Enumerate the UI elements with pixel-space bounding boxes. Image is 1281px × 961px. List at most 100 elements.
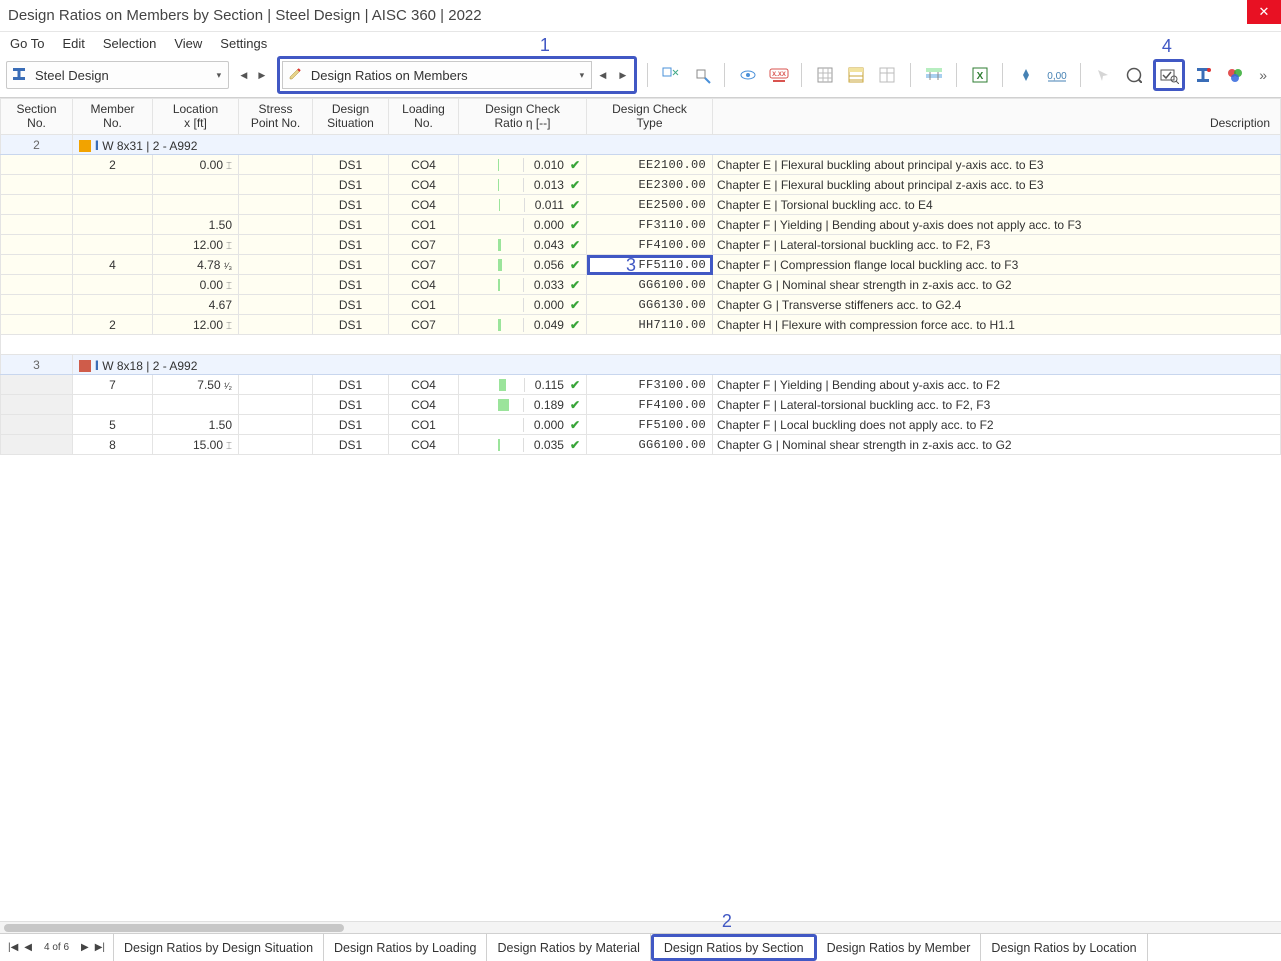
page-last-icon[interactable]: ▶|: [95, 942, 105, 953]
row-member: 8: [73, 435, 153, 455]
data-row[interactable]: 51.50DS1CO10.000✔FF5100.00Chapter F | Lo…: [1, 415, 1281, 435]
decimal-icon[interactable]: 0,00: [1044, 62, 1069, 88]
zoom-icon[interactable]: [658, 62, 683, 88]
row-description: Chapter F | Yielding | Bending about y-a…: [713, 215, 1281, 235]
col-ds[interactable]: DesignSituation: [313, 99, 389, 135]
zoom-prev-icon[interactable]: [689, 62, 714, 88]
xxx-icon[interactable]: X.XX: [766, 62, 791, 88]
tab-section[interactable]: 2 Design Ratios by Section: [651, 934, 817, 961]
scrollbar-thumb[interactable]: [4, 924, 344, 932]
row-ratio: 0.056✔: [459, 255, 587, 275]
col-desc[interactable]: Description: [713, 99, 1281, 135]
help-icon[interactable]: [1122, 62, 1147, 88]
row-description: Chapter F | Local buckling does not appl…: [713, 415, 1281, 435]
row-dct: HH7110.00: [587, 315, 713, 335]
excel-icon[interactable]: X: [967, 62, 992, 88]
row-ratio: 0.033✔: [459, 275, 587, 295]
menu-selection[interactable]: Selection: [103, 36, 156, 51]
data-row[interactable]: 44.78 ¹⁄₃DS1CO70.056✔FF5110.00Chapter F …: [1, 255, 1281, 275]
nav-next-icon[interactable]: ▶: [614, 62, 632, 88]
horizontal-scrollbar[interactable]: [0, 921, 1281, 933]
tab-location[interactable]: Design Ratios by Location: [981, 934, 1147, 961]
tab-loading[interactable]: Design Ratios by Loading: [324, 934, 487, 961]
col-section[interactable]: SectionNo.: [1, 99, 73, 135]
row-section: [1, 235, 73, 255]
grid1-icon[interactable]: [812, 62, 837, 88]
row-member: [73, 275, 153, 295]
grid3-icon[interactable]: [875, 62, 900, 88]
toolbar-overflow[interactable]: »: [1259, 67, 1275, 83]
data-row[interactable]: 4.67DS1CO10.000✔GG6130.00Chapter G | Tra…: [1, 295, 1281, 315]
cursor-icon[interactable]: [1091, 62, 1116, 88]
row-stress: [239, 215, 313, 235]
col-location[interactable]: Locationx [ft]: [153, 99, 239, 135]
pin-icon[interactable]: [1013, 62, 1038, 88]
row-ratio: 0.115✔: [459, 375, 587, 395]
row-description: Chapter F | Lateral-torsional buckling a…: [713, 235, 1281, 255]
row-location: 0.00⌶: [153, 275, 239, 295]
pencil-icon: [287, 66, 303, 85]
row-stress: [239, 235, 313, 255]
grid2-icon[interactable]: [844, 62, 869, 88]
menu-view[interactable]: View: [174, 36, 202, 51]
row-stress: [239, 375, 313, 395]
separator: [1080, 63, 1081, 87]
rgb-icon[interactable]: [1222, 62, 1247, 88]
page-first-icon[interactable]: |◀: [8, 942, 18, 953]
data-row[interactable]: 12.00⌶DS1CO70.043✔FF4100.00Chapter F | L…: [1, 235, 1281, 255]
col-stress[interactable]: StressPoint No.: [239, 99, 313, 135]
section-header-row[interactable]: 2I W 8x31 | 2 - A992: [1, 135, 1281, 155]
row-description: Chapter F | Lateral-torsional buckling a…: [713, 395, 1281, 415]
col-dct[interactable]: Design CheckType: [587, 99, 713, 135]
chevron-down-icon[interactable]: ▾: [573, 62, 591, 88]
annotation-4: 4: [1162, 36, 1172, 57]
combo-navigator[interactable]: Design Ratios on Members ▾: [282, 61, 592, 89]
col-ratio[interactable]: Design CheckRatio η [--]: [459, 99, 587, 135]
row-dct: EE2100.00: [587, 155, 713, 175]
close-button[interactable]: ✕: [1247, 0, 1281, 24]
nav-next-icon[interactable]: ▶: [253, 62, 271, 88]
row-member: 4: [73, 255, 153, 275]
page-next-icon[interactable]: ▶: [81, 942, 89, 953]
row-description: Chapter E | Flexural buckling about prin…: [713, 175, 1281, 195]
data-row[interactable]: DS1CO40.189✔FF4100.00Chapter F | Lateral…: [1, 395, 1281, 415]
section-header-row[interactable]: 3I W 8x18 | 2 - A992: [1, 355, 1281, 375]
tab-design-situation[interactable]: Design Ratios by Design Situation: [114, 934, 324, 961]
row-ratio: 0.035✔: [459, 435, 587, 455]
data-row[interactable]: 20.00⌶DS1CO40.010✔EE2100.00Chapter E | F…: [1, 155, 1281, 175]
data-row[interactable]: 815.00⌶DS1CO40.035✔GG6100.00Chapter G | …: [1, 435, 1281, 455]
row-description: Chapter F | Compression flange local buc…: [713, 255, 1281, 275]
col-member[interactable]: MemberNo.: [73, 99, 153, 135]
ibeam-button-icon[interactable]: [1191, 62, 1216, 88]
annotation-2: 2: [722, 911, 732, 932]
combo-category[interactable]: Steel Design ▾: [6, 61, 229, 89]
menu-settings[interactable]: Settings: [220, 36, 267, 51]
row-section: [1, 275, 73, 295]
eye-icon[interactable]: [735, 62, 760, 88]
check-lens-icon[interactable]: [1156, 62, 1182, 88]
tab-member[interactable]: Design Ratios by Member: [817, 934, 982, 961]
chevron-down-icon[interactable]: ▾: [210, 62, 228, 88]
filter-icon[interactable]: [921, 62, 946, 88]
row-dct: GG6130.00: [587, 295, 713, 315]
menu-goto[interactable]: Go To: [10, 36, 44, 51]
row-ratio: 0.013✔: [459, 175, 587, 195]
tab-material[interactable]: Design Ratios by Material: [487, 934, 650, 961]
row-dct: FF4100.00: [587, 395, 713, 415]
row-ds: DS1: [313, 295, 389, 315]
data-row[interactable]: 212.00⌶DS1CO70.049✔HH7110.00Chapter H | …: [1, 315, 1281, 335]
data-row[interactable]: 77.50 ¹⁄₂DS1CO40.115✔FF3100.00Chapter F …: [1, 375, 1281, 395]
page-label: 4 of 6: [38, 942, 75, 953]
page-prev-icon[interactable]: ◀: [24, 942, 32, 953]
nav-prev-icon[interactable]: ◀: [235, 62, 253, 88]
col-loading[interactable]: LoadingNo.: [389, 99, 459, 135]
row-member: 7: [73, 375, 153, 395]
row-dct: FF4100.00: [587, 235, 713, 255]
data-row[interactable]: 0.00⌶DS1CO40.033✔GG6100.00Chapter G | No…: [1, 275, 1281, 295]
menu-edit[interactable]: Edit: [62, 36, 84, 51]
data-row[interactable]: DS1CO40.013✔EE2300.00Chapter E | Flexura…: [1, 175, 1281, 195]
data-row[interactable]: 1.50DS1CO10.000✔FF3110.00Chapter F | Yie…: [1, 215, 1281, 235]
data-row[interactable]: DS1CO40.011✔EE2500.00Chapter E | Torsion…: [1, 195, 1281, 215]
nav-prev-icon[interactable]: ◀: [594, 62, 612, 88]
window-title: Design Ratios on Members by Section | St…: [8, 7, 482, 24]
